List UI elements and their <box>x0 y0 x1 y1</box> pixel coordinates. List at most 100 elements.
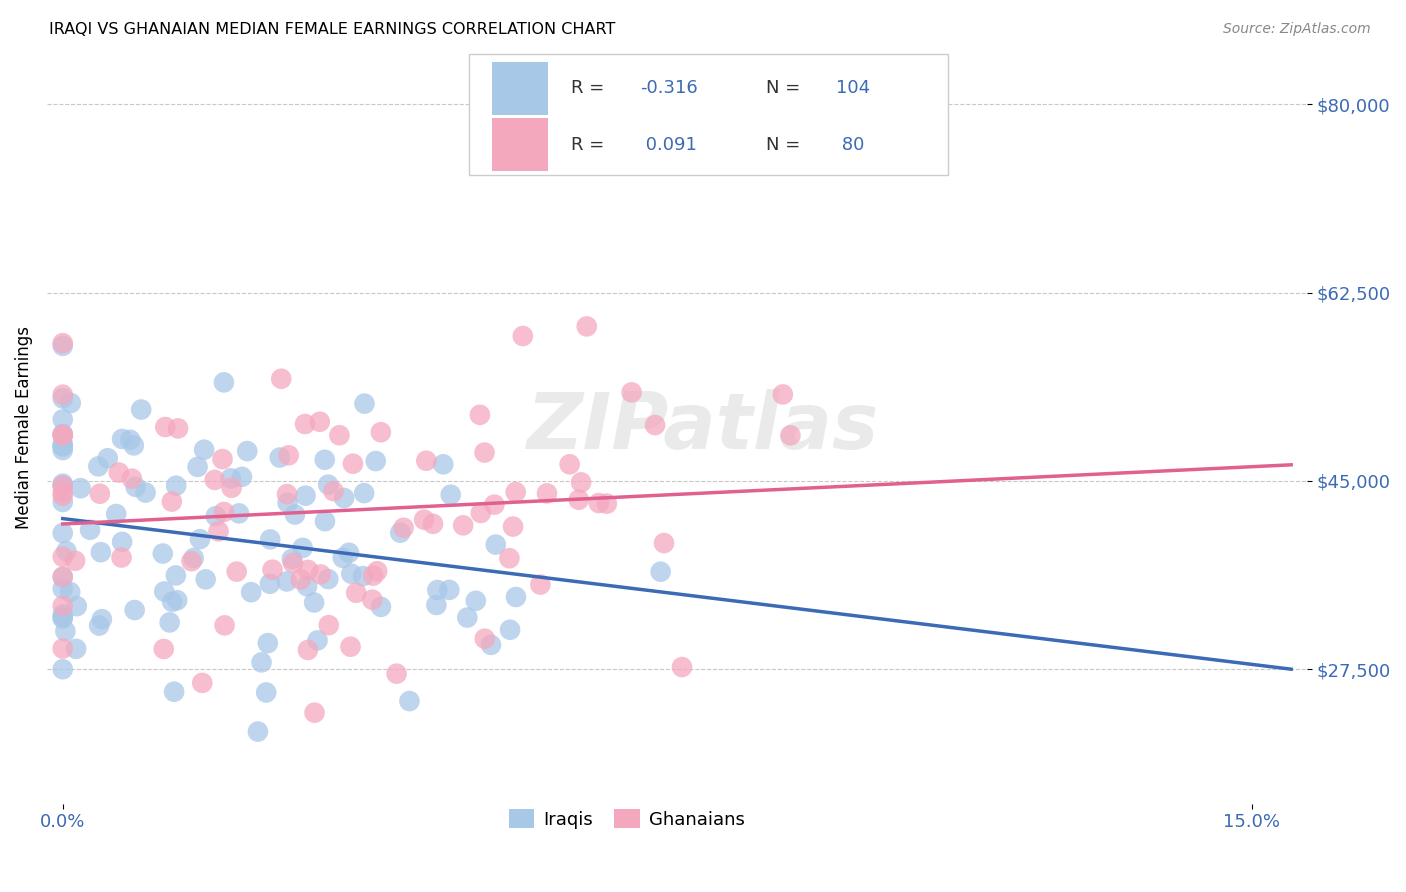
Point <box>52 489 75 503</box>
Point <box>63 554 86 568</box>
Point <box>568 492 591 507</box>
Text: Source: ZipAtlas.com: Source: ZipAtlas.com <box>1223 22 1371 37</box>
Point <box>314 514 336 528</box>
Point <box>231 470 253 484</box>
Point <box>52 439 75 453</box>
Point <box>129 402 152 417</box>
Point <box>52 443 75 458</box>
Point <box>120 433 142 447</box>
Point <box>52 485 75 500</box>
Point <box>484 498 506 512</box>
Point <box>193 442 215 457</box>
Text: 104: 104 <box>835 79 870 97</box>
Point <box>569 475 592 490</box>
Point <box>59 396 82 410</box>
Point <box>575 319 598 334</box>
Point <box>110 550 132 565</box>
Point <box>316 572 339 586</box>
Point <box>318 618 340 632</box>
Text: N =: N = <box>766 79 807 97</box>
Point <box>52 549 75 564</box>
Point <box>52 599 75 613</box>
Point <box>342 457 364 471</box>
Point <box>87 459 110 474</box>
Point <box>304 706 326 720</box>
Point <box>256 636 278 650</box>
Point <box>52 478 75 492</box>
Point <box>52 479 75 493</box>
Point <box>90 545 112 559</box>
Point <box>277 448 299 462</box>
Point <box>79 523 101 537</box>
Point <box>652 536 675 550</box>
Point <box>294 417 316 431</box>
Point <box>212 376 235 390</box>
Point <box>52 641 75 656</box>
Point <box>52 439 75 453</box>
Point <box>295 579 318 593</box>
Point <box>499 623 522 637</box>
Point <box>155 420 177 434</box>
Point <box>502 519 524 533</box>
Point <box>426 582 449 597</box>
Point <box>353 486 375 500</box>
Point <box>187 459 209 474</box>
Point <box>97 451 120 466</box>
Point <box>314 452 336 467</box>
Point <box>228 507 250 521</box>
Point <box>512 329 534 343</box>
Point <box>361 568 384 582</box>
Point <box>124 603 146 617</box>
Point <box>276 487 298 501</box>
Point <box>456 610 478 624</box>
Point <box>644 418 666 433</box>
Point <box>153 584 176 599</box>
Point <box>66 599 89 614</box>
Point <box>364 454 387 468</box>
Point <box>52 427 75 442</box>
Point <box>332 550 354 565</box>
Point <box>322 484 344 499</box>
Point <box>180 554 202 568</box>
Point <box>165 478 187 492</box>
Point <box>485 537 508 551</box>
Point <box>52 437 75 451</box>
Point <box>529 577 551 591</box>
Point <box>413 513 436 527</box>
Point <box>52 495 75 509</box>
Point <box>111 432 134 446</box>
Point <box>52 526 75 541</box>
Point <box>246 724 269 739</box>
Point <box>370 425 392 440</box>
Point <box>269 450 291 465</box>
Point <box>281 552 304 566</box>
Point <box>219 471 242 485</box>
Point <box>620 385 643 400</box>
Point <box>302 595 325 609</box>
Point <box>308 415 330 429</box>
Text: 0.091: 0.091 <box>640 136 697 153</box>
Point <box>422 516 444 531</box>
Point <box>353 396 375 410</box>
Bar <box>492 119 548 171</box>
Point <box>297 643 319 657</box>
Point <box>121 472 143 486</box>
Point <box>588 496 610 510</box>
Point <box>425 598 447 612</box>
Point <box>309 567 332 582</box>
Point <box>474 632 496 646</box>
Point <box>284 508 307 522</box>
Point <box>214 618 236 632</box>
Point <box>166 593 188 607</box>
Point <box>55 544 77 558</box>
Point <box>52 569 75 583</box>
Text: ZIPatlas: ZIPatlas <box>526 389 879 465</box>
Point <box>135 485 157 500</box>
Point <box>392 521 415 535</box>
Point <box>53 624 76 639</box>
Point <box>52 611 75 625</box>
Point <box>389 525 412 540</box>
Point <box>277 496 299 510</box>
Point <box>111 534 134 549</box>
Text: 80: 80 <box>835 136 865 153</box>
